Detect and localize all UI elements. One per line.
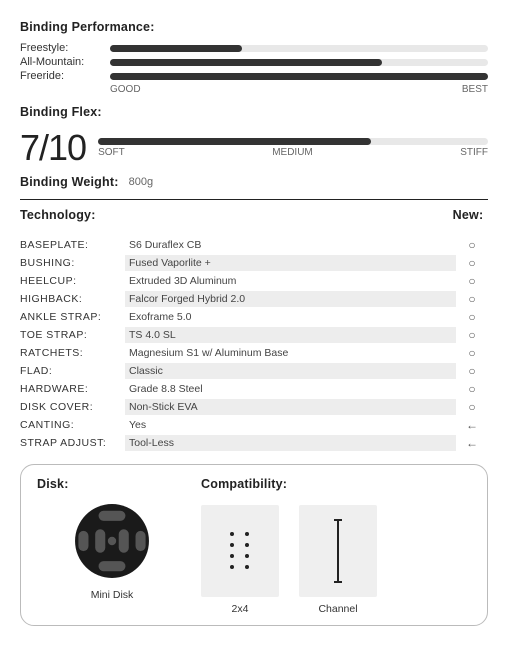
tech-row-label: TOE STRAP:	[20, 329, 125, 341]
tech-row: STRAP ADJUST:Tool-Less←	[20, 434, 488, 452]
tech-row-new: ○	[456, 310, 488, 324]
tech-title: Technology:	[20, 208, 96, 222]
tech-row-value: Magnesium S1 w/ Aluminum Base	[125, 345, 456, 361]
tech-row-label: HIGHBACK:	[20, 293, 125, 305]
performance-label: Freeride:	[20, 70, 110, 82]
disk-box: Disk: Mini Disk Compatibility:	[20, 464, 488, 626]
tech-row-label: FLAD:	[20, 365, 125, 377]
tech-row-value: Non-Stick EVA	[125, 399, 456, 415]
performance-row: Freestyle:	[20, 42, 488, 54]
performance-track	[110, 73, 488, 80]
tech-new-title: New:	[448, 208, 488, 222]
performance-title: Binding Performance:	[20, 20, 488, 34]
tech-row-value: Yes	[125, 417, 456, 433]
tech-row-new: ○	[456, 364, 488, 378]
weight-title: Binding Weight:	[20, 175, 119, 189]
tech-row-new: ←	[456, 418, 488, 432]
performance-row: Freeride:	[20, 70, 488, 82]
compat-title: Compatibility:	[201, 477, 471, 491]
flex-scale-mid: MEDIUM	[272, 147, 313, 158]
tech-row-label: RATCHETS:	[20, 347, 125, 359]
performance-track	[110, 59, 488, 66]
tech-row: HIGHBACK:Falcor Forged Hybrid 2.0○	[20, 290, 488, 308]
mini-disk-label: Mini Disk	[91, 589, 134, 601]
performance-row: All-Mountain:	[20, 56, 488, 68]
performance-label: Freestyle:	[20, 42, 110, 54]
tech-row: ANKLE STRAP:Exoframe 5.0○	[20, 308, 488, 326]
tech-row-value: Exoframe 5.0	[125, 309, 456, 325]
weight-value: 800g	[129, 176, 153, 188]
tech-row: BASEPLATE:S6 Duraflex CB○	[20, 236, 488, 254]
tech-row-new: ○	[456, 274, 488, 288]
tech-row-value: Grade 8.8 Steel	[125, 381, 456, 397]
flex-scale-high: STIFF	[460, 147, 488, 158]
channel-icon	[337, 519, 339, 583]
tech-row-value: TS 4.0 SL	[125, 327, 456, 343]
flex-score: 7/10	[20, 127, 86, 169]
tech-row: FLAD:Classic○	[20, 362, 488, 380]
tech-row-value: Classic	[125, 363, 456, 379]
tech-row-label: STRAP ADJUST:	[20, 437, 125, 449]
performance-track	[110, 45, 488, 52]
tech-row-label: CANTING:	[20, 419, 125, 431]
tech-row-new: ○	[456, 382, 488, 396]
tech-row-label: HARDWARE:	[20, 383, 125, 395]
flex-row: 7/10 SOFT MEDIUM STIFF	[20, 127, 488, 169]
performance-scale-low: GOOD	[110, 84, 141, 95]
tech-header: Technology: New:	[20, 208, 488, 230]
tech-row-new: ○	[456, 292, 488, 306]
tech-row-value: Extruded 3D Aluminum	[125, 273, 456, 289]
mini-disk-thumb: Mini Disk	[37, 499, 187, 601]
tech-row-label: DISK COVER:	[20, 401, 125, 413]
performance-bars: Freestyle: All-Mountain: Freeride:	[20, 42, 488, 82]
tech-row-new: ○	[456, 238, 488, 252]
tech-row-new: ○	[456, 346, 488, 360]
performance-label: All-Mountain:	[20, 56, 110, 68]
tech-row: BUSHING:Fused Vaporlite +○	[20, 254, 488, 272]
performance-scale-high: BEST	[462, 84, 488, 95]
tech-row-value: Falcor Forged Hybrid 2.0	[125, 291, 456, 307]
compat-2x4-label: 2x4	[232, 603, 249, 615]
tech-row-value: Tool-Less	[125, 435, 456, 451]
mini-disk-icon	[70, 499, 154, 583]
tech-row-label: ANKLE STRAP:	[20, 311, 125, 323]
tech-row-new: ○	[456, 256, 488, 270]
holes-2x4-icon	[230, 532, 250, 570]
tech-row-label: BASEPLATE:	[20, 239, 125, 251]
tech-row-new: ←	[456, 436, 488, 450]
tech-row: TOE STRAP:TS 4.0 SL○	[20, 326, 488, 344]
compat-channel-label: Channel	[318, 603, 357, 615]
tech-row: CANTING:Yes←	[20, 416, 488, 434]
tech-row: HARDWARE:Grade 8.8 Steel○	[20, 380, 488, 398]
tech-row-new: ○	[456, 400, 488, 414]
flex-title: Binding Flex:	[20, 105, 488, 119]
disk-title: Disk:	[37, 477, 187, 491]
tech-row-value: S6 Duraflex CB	[125, 237, 456, 253]
tech-row-value: Fused Vaporlite +	[125, 255, 456, 271]
compat-channel-thumb: Channel	[299, 505, 377, 615]
tech-row: DISK COVER:Non-Stick EVA○	[20, 398, 488, 416]
tech-row-label: HEELCUP:	[20, 275, 125, 287]
performance-scale: GOOD BEST	[110, 84, 488, 95]
compat-2x4-thumb: 2x4	[201, 505, 279, 615]
weight-row: Binding Weight: 800g	[20, 175, 488, 189]
separator	[20, 199, 488, 200]
tech-row-new: ○	[456, 328, 488, 342]
tech-table: BASEPLATE:S6 Duraflex CB○BUSHING:Fused V…	[20, 236, 488, 452]
tech-row: HEELCUP:Extruded 3D Aluminum○	[20, 272, 488, 290]
tech-row: RATCHETS:Magnesium S1 w/ Aluminum Base○	[20, 344, 488, 362]
flex-bar: SOFT MEDIUM STIFF	[98, 138, 488, 158]
flex-scale-low: SOFT	[98, 147, 125, 158]
tech-row-label: BUSHING:	[20, 257, 125, 269]
